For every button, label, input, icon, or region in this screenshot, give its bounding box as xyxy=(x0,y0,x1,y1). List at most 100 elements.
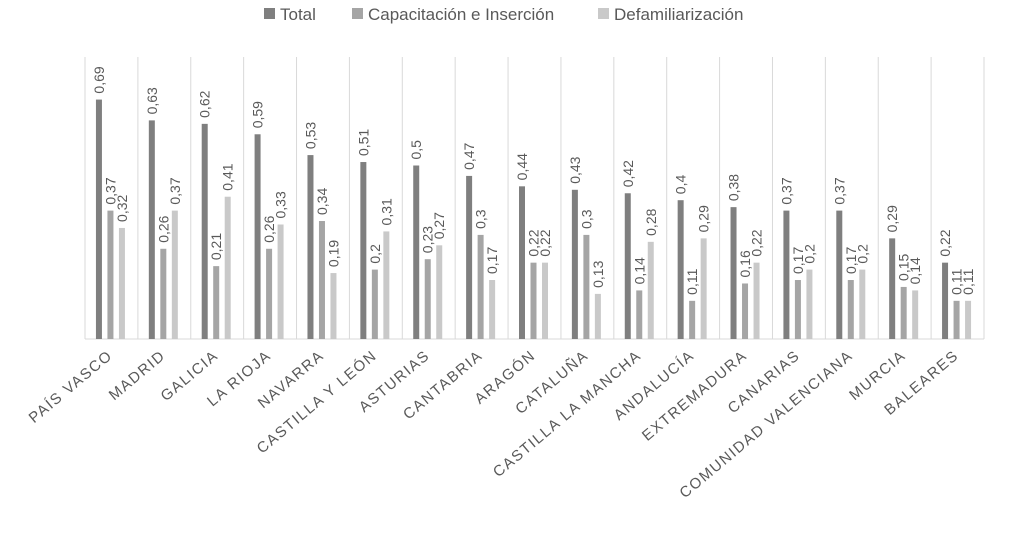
data-label: 0,38 xyxy=(726,174,742,201)
data-label: 0,11 xyxy=(949,268,965,294)
data-label: 0,5 xyxy=(408,140,424,160)
data-label: 0,26 xyxy=(155,215,171,242)
bar xyxy=(201,123,208,339)
bar xyxy=(677,200,684,339)
data-label: 0,17 xyxy=(843,247,859,274)
bar xyxy=(900,286,907,339)
value-labels: 0,690,370,320,630,260,370,620,210,410,59… xyxy=(91,66,976,295)
bar xyxy=(594,293,601,339)
bar xyxy=(277,224,284,339)
bar xyxy=(118,227,125,339)
bar xyxy=(953,300,960,339)
bar xyxy=(307,155,314,339)
bar xyxy=(318,221,325,339)
data-label: 0,31 xyxy=(378,198,394,225)
bar xyxy=(836,210,843,339)
bar xyxy=(530,262,537,339)
data-label: 0,22 xyxy=(537,229,553,256)
legend: Total Capacitación e Inserción Defamiliari… xyxy=(264,5,743,24)
data-label: 0,42 xyxy=(620,160,636,187)
bar xyxy=(624,193,631,339)
data-label: 0,11 xyxy=(960,268,976,294)
data-label: 0,37 xyxy=(778,177,794,204)
data-label: 0,29 xyxy=(884,205,900,232)
bar xyxy=(330,273,337,339)
data-label: 0,63 xyxy=(144,87,160,114)
bar xyxy=(847,280,854,339)
grid-lines xyxy=(84,57,985,340)
data-label: 0,41 xyxy=(220,163,236,190)
data-label: 0,28 xyxy=(643,208,659,235)
data-label: 0,21 xyxy=(208,233,224,260)
bar xyxy=(413,165,420,339)
data-label: 0,15 xyxy=(896,253,912,280)
bar xyxy=(95,99,102,339)
legend-swatch xyxy=(598,8,609,19)
data-label: 0,44 xyxy=(514,153,530,180)
legend-entry: Capacitación e Inserción xyxy=(368,5,554,24)
bar xyxy=(383,231,390,339)
data-label: 0,26 xyxy=(261,215,277,242)
bar xyxy=(700,238,707,339)
data-label: 0,47 xyxy=(461,142,477,169)
bar xyxy=(160,248,167,339)
bar xyxy=(148,120,155,339)
data-label: 0,22 xyxy=(749,229,765,256)
bar xyxy=(424,259,431,339)
data-label: 0,37 xyxy=(102,177,118,204)
data-label: 0,51 xyxy=(355,129,371,156)
data-label: 0,2 xyxy=(801,244,817,264)
bar xyxy=(783,210,790,339)
bar xyxy=(360,162,367,339)
data-label: 0,2 xyxy=(367,244,383,264)
bar xyxy=(489,280,496,339)
bar xyxy=(889,238,896,339)
bar xyxy=(647,241,654,339)
legend-swatch xyxy=(264,8,275,19)
bar xyxy=(254,134,261,339)
bar xyxy=(859,269,866,339)
data-label: 0,53 xyxy=(302,122,318,149)
category-label: PAÍS VASCO xyxy=(26,347,116,427)
data-label: 0,33 xyxy=(273,191,289,218)
bar xyxy=(213,266,220,339)
bars xyxy=(95,99,972,339)
data-label: 0,27 xyxy=(431,212,447,239)
bar xyxy=(912,290,919,339)
bar xyxy=(571,189,578,339)
bar xyxy=(806,269,813,339)
bar xyxy=(689,300,696,339)
bar xyxy=(542,262,548,339)
data-label: 0,2 xyxy=(854,244,870,264)
data-label: 0,22 xyxy=(937,229,953,256)
data-label: 0,17 xyxy=(484,247,500,274)
bar xyxy=(436,245,443,339)
data-label: 0,4 xyxy=(673,175,689,195)
data-label: 0,11 xyxy=(684,268,700,294)
data-label: 0,32 xyxy=(114,194,130,221)
data-label: 0,22 xyxy=(526,229,542,256)
bar xyxy=(583,234,590,339)
bar xyxy=(636,290,643,339)
legend-entry: Total xyxy=(280,5,316,24)
data-label: 0,37 xyxy=(167,177,183,204)
legend-swatch xyxy=(352,8,363,19)
data-label: 0,14 xyxy=(907,257,923,284)
bar xyxy=(730,207,737,339)
data-label: 0,37 xyxy=(831,177,847,204)
data-label: 0,43 xyxy=(567,156,583,183)
data-label: 0,62 xyxy=(197,90,213,117)
bar xyxy=(171,210,178,339)
bar xyxy=(753,262,760,339)
data-label: 0,29 xyxy=(696,205,712,232)
bar xyxy=(942,262,949,339)
data-label: 0,17 xyxy=(790,247,806,274)
legend-entry: Defamiliarización xyxy=(614,5,743,24)
bar xyxy=(466,175,473,339)
data-label: 0,34 xyxy=(314,188,330,215)
bar xyxy=(794,280,801,339)
bar xyxy=(266,248,273,339)
bar xyxy=(519,186,525,339)
bar xyxy=(224,196,231,339)
